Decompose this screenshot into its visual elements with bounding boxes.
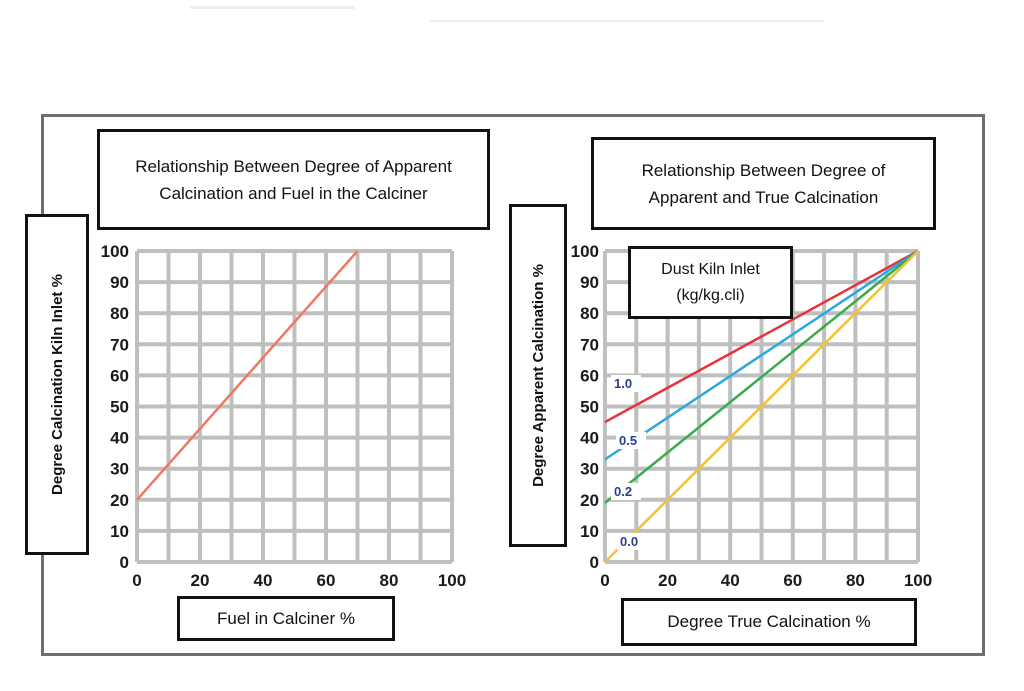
right-series-label-bg	[617, 533, 647, 550]
right-series-line-0-0	[604, 250, 919, 563]
left-y-tick-label: 30	[110, 460, 129, 479]
right-x-tick-label: 40	[721, 571, 740, 590]
right-x-axis-label: Degree True Calcination %	[667, 612, 871, 631]
left-x-tick-label: 60	[317, 571, 336, 590]
legend-box: Dust Kiln Inlet (kg/kg.cli)	[628, 246, 793, 319]
right-x-tick-label: 0	[600, 571, 609, 590]
left-x-tick-label: 20	[191, 571, 210, 590]
right-series-label-0-5: 0.5	[619, 433, 637, 448]
right-x-tick-label: 20	[658, 571, 677, 590]
right-y-tick-label: 100	[571, 242, 599, 261]
right-y-tick-label: 50	[580, 398, 599, 417]
right-y-tick-label: 30	[580, 460, 599, 479]
left-x-tick-label: 100	[438, 571, 466, 590]
left-x-tick-label: 0	[132, 571, 141, 590]
left-y-tick-label: 60	[110, 366, 129, 385]
right-y-tick-label: 70	[580, 335, 599, 354]
left-y-tick-label: 20	[110, 491, 129, 510]
left-x-axis-label: Fuel in Calciner %	[217, 608, 355, 628]
right-x-tick-label: 60	[783, 571, 802, 590]
left-y-tick-label: 40	[110, 429, 129, 448]
left-y-tick-label: 100	[101, 242, 129, 261]
right-y-tick-label: 40	[580, 429, 599, 448]
left-y-tick-label: 90	[110, 273, 129, 292]
right-series-label-0-2: 0.2	[614, 484, 632, 499]
left-x-tick-label: 40	[254, 571, 273, 590]
right-y-tick-label: 20	[580, 491, 599, 510]
right-y-tick-label: 90	[580, 273, 599, 292]
left-title-line-1: Relationship Between Degree of Apparent	[135, 156, 452, 176]
right-series-label-bg	[611, 375, 641, 392]
left-x-tick-label: 80	[380, 571, 399, 590]
left-y-axis-label-box: Degree Calcination Kiln Inlet %	[25, 214, 89, 555]
legend-title-line-1: Dust Kiln Inlet	[661, 260, 760, 278]
left-y-tick-label: 0	[120, 553, 129, 572]
right-series-label-0-0: 0.0	[620, 534, 638, 549]
right-y-tick-label: 80	[580, 304, 599, 323]
left-title-line-2: Calcination and Fuel in the Calciner	[159, 183, 428, 203]
left-y-tick-label: 70	[110, 335, 129, 354]
right-series-line-0-5	[604, 249, 919, 461]
right-x-tick-label: 80	[846, 571, 865, 590]
right-x-tick-label: 100	[904, 571, 932, 590]
right-title-line-2: Apparent and True Calcination	[648, 187, 879, 207]
left-x-axis-label-box: Fuel in Calciner %	[177, 596, 395, 641]
left-y-tick-label: 10	[110, 522, 129, 541]
left-series-line-0	[136, 250, 359, 501]
right-chart-title: Relationship Between Degree of Apparent …	[591, 137, 936, 230]
right-y-tick-label: 10	[580, 522, 599, 541]
legend-title-line-2: (kg/kg.cli)	[676, 286, 745, 304]
right-y-tick-label: 60	[580, 366, 599, 385]
right-y-tick-label: 0	[590, 553, 599, 572]
left-y-tick-label: 50	[110, 398, 129, 417]
left-y-tick-label: 80	[110, 304, 129, 323]
left-chart-title: Relationship Between Degree of Apparent …	[97, 129, 490, 230]
faint-mark	[190, 6, 355, 9]
right-series-label-1-0: 1.0	[614, 376, 632, 391]
right-series-line-1-0	[604, 249, 919, 424]
right-series-line-0-2	[604, 250, 919, 504]
right-series-label-bg	[616, 432, 646, 449]
right-y-axis-label-box: Degree Apparent Calcination %	[509, 204, 567, 547]
right-series-label-bg	[611, 483, 641, 500]
faint-mark	[430, 20, 825, 22]
right-title-line-1: Relationship Between Degree of	[641, 160, 886, 180]
right-x-axis-label-box: Degree True Calcination %	[621, 598, 917, 646]
